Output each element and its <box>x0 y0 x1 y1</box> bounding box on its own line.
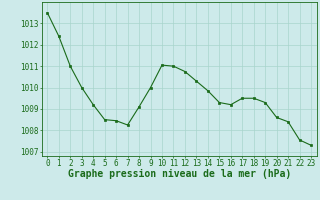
X-axis label: Graphe pression niveau de la mer (hPa): Graphe pression niveau de la mer (hPa) <box>68 169 291 179</box>
